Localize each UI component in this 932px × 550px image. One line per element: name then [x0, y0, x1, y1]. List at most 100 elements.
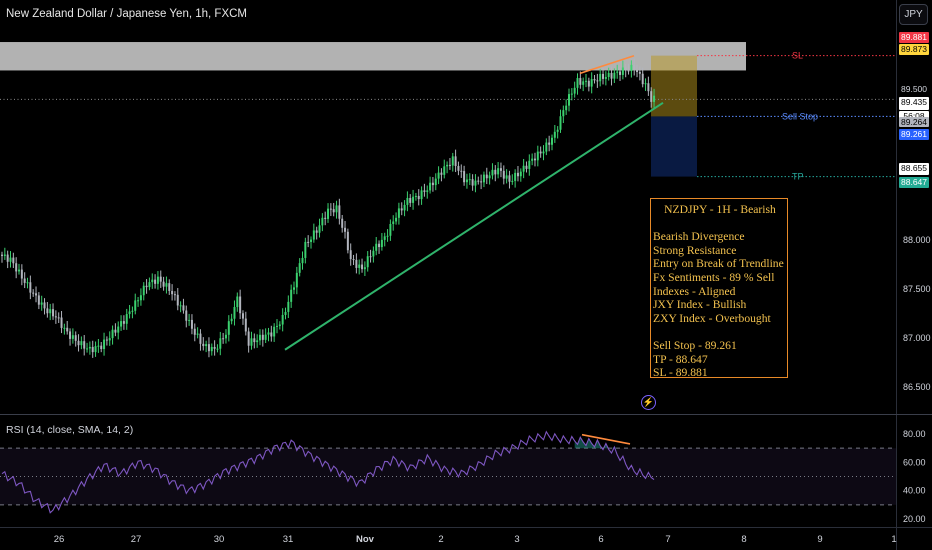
candle-body: [159, 276, 162, 282]
candle-body: [128, 311, 131, 315]
candle-body: [361, 264, 364, 270]
candle-body: [227, 321, 230, 335]
candle-body: [222, 338, 225, 340]
candle-body: [114, 329, 117, 333]
candle-body: [426, 190, 429, 192]
candle-body: [471, 179, 474, 186]
candle-body: [261, 334, 264, 340]
candle-body: [1, 254, 3, 256]
price-badge: [899, 117, 929, 127]
candle-body: [301, 257, 304, 264]
price-badge: [899, 163, 929, 175]
candle-body: [346, 231, 349, 251]
candle-body: [295, 272, 298, 288]
candle-body: [616, 71, 619, 73]
candle-body: [559, 116, 562, 130]
candle-body: [647, 83, 650, 92]
candle-body: [602, 73, 605, 79]
candle-body: [363, 267, 366, 270]
candle-body: [522, 165, 525, 172]
candle-body: [406, 197, 409, 205]
candle-body: [443, 166, 446, 175]
currency-button[interactable]: JPY: [899, 4, 928, 25]
candle-body: [585, 80, 588, 82]
price-divergence-line: [579, 54, 635, 75]
candle-body: [494, 169, 497, 175]
candle-body: [383, 236, 386, 240]
candle-body: [480, 181, 483, 183]
candle-body: [463, 171, 466, 183]
candle-body: [66, 327, 69, 332]
candle-body: [117, 326, 120, 333]
candle-body: [293, 287, 296, 290]
candle-body: [437, 172, 440, 179]
candle-body: [502, 170, 505, 179]
candle-body: [247, 331, 250, 346]
price-badge: [899, 44, 929, 55]
time-tick-label: 9: [817, 534, 822, 545]
candle-body: [253, 338, 256, 343]
candle-body: [599, 73, 602, 82]
rsi-overbought-fill: [574, 437, 632, 449]
candle-body: [446, 164, 449, 167]
candle-body: [499, 168, 502, 171]
price-badge: [899, 84, 929, 92]
candle-body: [94, 346, 97, 353]
candle-body: [210, 346, 213, 352]
candle-body: [275, 325, 278, 327]
annotation-sell-stop: Sell Stop - 89.261: [653, 338, 737, 352]
rsi-tick-label: 20.00: [903, 514, 926, 524]
tp-label: TP: [792, 172, 804, 182]
rsi-title: RSI (14, close, SMA, 14, 2): [6, 424, 134, 436]
candle-body: [202, 343, 205, 347]
candle-body: [83, 341, 86, 349]
candle-body: [224, 334, 227, 339]
candle-body: [219, 338, 222, 349]
candle-body: [375, 243, 378, 251]
candle-body: [179, 305, 182, 307]
price-badge-label: 89.500: [901, 84, 927, 94]
candle-body: [77, 340, 80, 346]
candle-body: [168, 283, 171, 291]
candle-body: [465, 179, 468, 183]
chart-title: New Zealand Dollar / Japanese Yen, 1h, F…: [6, 8, 247, 20]
candle-body: [26, 282, 29, 284]
candle-body: [60, 317, 63, 328]
time-tick-label: 6: [598, 534, 603, 545]
candle-body: [542, 151, 545, 154]
candle-body: [108, 338, 111, 341]
lightning-icon[interactable]: ⚡: [641, 395, 656, 410]
candle-body: [378, 243, 381, 248]
candle-body: [193, 328, 196, 335]
candle-body: [270, 332, 273, 337]
time-tick-label: Nov: [356, 534, 375, 545]
candle-body: [335, 205, 338, 213]
candle-body: [239, 296, 242, 314]
candle-body: [468, 179, 471, 181]
candle-body: [593, 79, 596, 81]
time-tick-label: 27: [131, 534, 142, 545]
candle-body: [488, 175, 491, 179]
candle-body: [533, 158, 536, 161]
candle-body: [233, 307, 236, 319]
price-badge-label: 56:08: [903, 111, 925, 121]
candle-body: [497, 168, 500, 175]
candle-body: [43, 302, 46, 309]
candle-body: [573, 87, 576, 94]
annotation-line: Strong Resistance: [653, 243, 737, 257]
time-tick-label: 26: [54, 534, 65, 545]
candle-body: [307, 241, 310, 243]
candle-body: [448, 164, 451, 166]
candle-body: [491, 169, 494, 176]
candle-body: [230, 318, 233, 322]
candle-body: [173, 294, 176, 296]
candle-body: [151, 279, 154, 283]
candle-body: [250, 338, 253, 346]
candle-body: [80, 341, 83, 346]
candle-body: [582, 81, 585, 85]
annotation-line: Entry on Break of Trendline: [653, 257, 784, 271]
candle-body: [111, 329, 114, 339]
candle-body: [103, 339, 106, 350]
candle-body: [508, 175, 511, 182]
